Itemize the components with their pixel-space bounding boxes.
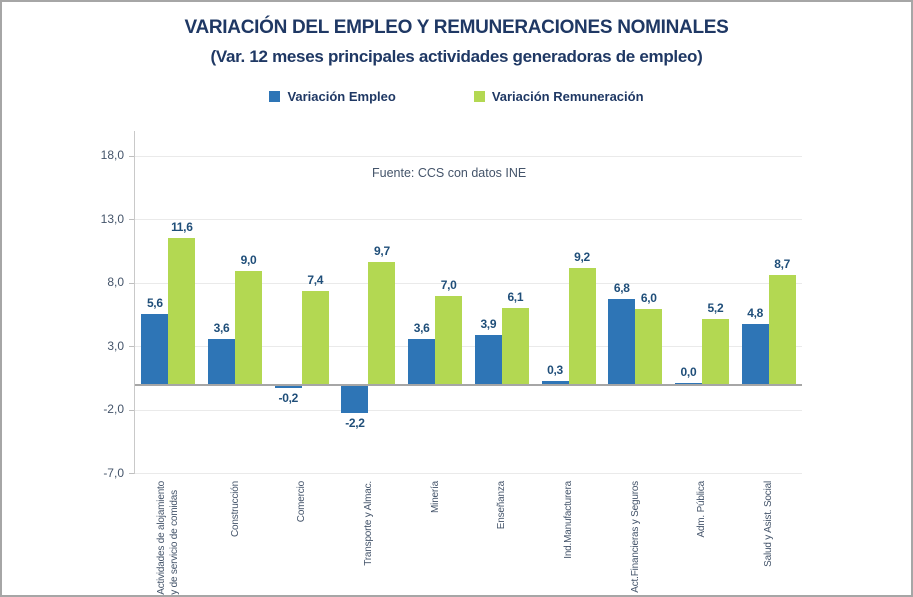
chart-subtitle: (Var. 12 meses principales actividades g… [210,47,703,66]
y-axis-label: 3,0 [107,338,124,353]
gridline [135,282,802,284]
category-label-text: Minería [429,481,441,513]
y-axis-label: -2,0 [103,402,124,417]
gridline [135,155,802,157]
legend-item-remuneracion: Variación Remuneración [473,89,644,104]
y-axis-label: -7,0 [103,465,124,480]
legend-label-remuneracion: Variación Remuneración [491,89,644,104]
x-axis-baseline [135,384,802,386]
category-label-text: Construcción [229,481,241,537]
y-axis-tick [129,473,135,475]
value-label: 9,0 [240,252,257,267]
category-label-text: Actividades de alojamiento y de servicio… [156,481,181,595]
value-label: 5,6 [146,295,163,310]
gridline [135,473,802,475]
bar [141,313,169,385]
category-label: Salud y Asist. Social [729,481,809,594]
bar [501,307,529,385]
category-label-text: Adm. Pública [696,481,708,538]
value-label: 7,0 [440,278,457,293]
bar [541,381,569,385]
value-label: 7,4 [307,273,324,288]
legend-swatch-remuneracion-icon [473,91,485,102]
y-axis-label: 13,0 [100,211,124,226]
bar [608,298,636,385]
chart-legend: Variación Empleo Variación Remuneración [2,89,911,104]
bar [435,296,463,385]
value-label: -2,2 [345,415,365,430]
y-axis-tick [129,155,135,157]
gridline [135,346,802,348]
y-axis-tick [129,346,135,348]
bar [568,268,596,385]
y-axis-tick [129,219,135,221]
value-label: 4,8 [747,306,764,321]
value-label: 9,2 [574,250,590,265]
value-label: 11,6 [171,219,193,234]
value-label: 6,1 [507,289,524,304]
category-label-text: Enseñanza [496,481,508,530]
y-axis-tick [129,282,135,284]
bar [274,385,302,388]
legend-label-empleo: Variación Empleo [287,89,396,104]
legend-swatch-empleo-icon [269,91,281,102]
bar [368,261,396,385]
source-note: Fuente: CCS con datos INE [372,166,527,180]
gridline [135,219,802,221]
category-label-text: Comercio [296,481,308,523]
legend-item-empleo: Variación Empleo [269,89,396,104]
bar [341,385,369,413]
bar [474,335,502,385]
y-axis-line [134,131,135,474]
value-label: 8,7 [774,256,791,271]
value-label: 0,3 [547,363,563,378]
bar [235,270,263,385]
y-axis-label: 18,0 [100,148,124,163]
category-label-text: Ind.Manufacturera [563,481,575,559]
category-label-text: Act.Financieras y Seguros [629,481,641,593]
value-label: 6,0 [640,290,657,305]
y-axis-tick [129,409,135,411]
bar [635,308,663,385]
value-label: 5,2 [707,300,724,315]
value-label: 3,6 [413,321,430,336]
gridline [135,409,802,411]
value-label: 0,0 [680,365,697,379]
bar [741,324,769,385]
y-axis-label: 8,0 [107,275,124,290]
bar [408,339,436,385]
bar [301,291,329,385]
category-label-text: Transporte y Almac. [362,481,374,566]
bar [768,274,796,385]
bar [701,318,729,385]
page-title: VARIACIÓN DEL EMPLEO Y REMUNERACIONES NO… [184,17,729,38]
bar [208,339,236,385]
value-label: 6,8 [613,280,630,295]
value-label: 3,9 [480,317,497,332]
value-label: 3,6 [213,321,230,336]
value-label: -0,2 [278,390,299,405]
value-label: 9,7 [374,243,390,258]
category-label-text: Salud y Asist. Social [763,481,775,567]
bar [168,237,196,385]
